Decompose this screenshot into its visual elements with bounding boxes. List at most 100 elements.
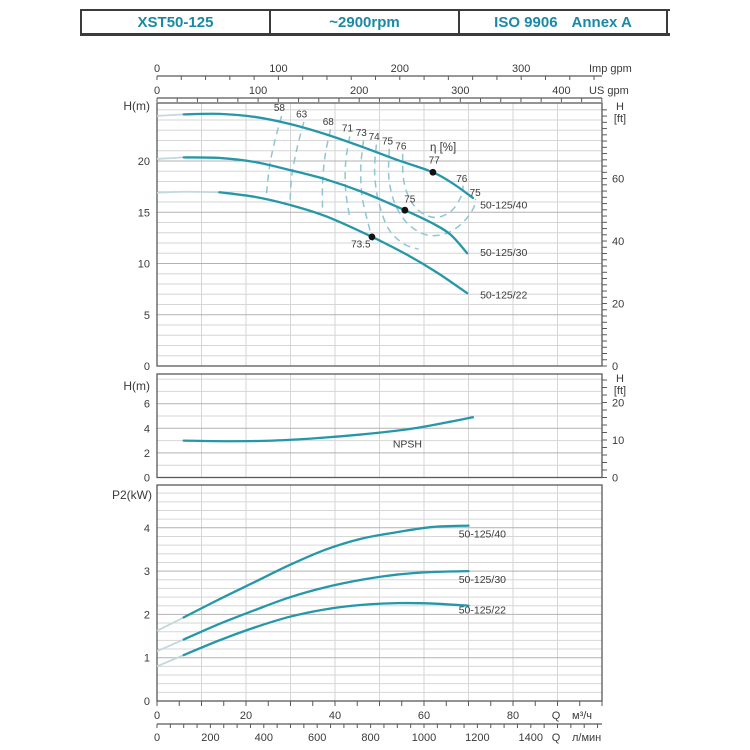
m3h-tick-label: 20	[240, 710, 252, 722]
efficiency-contour-76	[401, 153, 464, 219]
y-axis-title-right: [ft]	[614, 385, 626, 397]
y-tick-label: 4	[144, 523, 150, 535]
y-tick-label: 6	[144, 399, 150, 411]
lmin-tick-label: 400	[255, 732, 273, 744]
y-tick-label: 2	[144, 609, 150, 621]
curve-label: 50-125/40	[480, 200, 527, 212]
curve-label: 50-125/22	[480, 289, 527, 301]
us-tick-label: 0	[154, 85, 160, 97]
y-axis-title-right: H	[616, 101, 624, 113]
y-axis-title-left: H(m)	[123, 99, 150, 113]
y-axis-title-left: H(m)	[123, 379, 150, 393]
efficiency-label: 76	[395, 142, 407, 153]
y-tick-label: 0	[144, 361, 150, 373]
iso-standard: ISO 9906	[494, 13, 558, 31]
y-tick-label-ft: 0	[612, 361, 618, 373]
efficiency-label: 68	[323, 117, 335, 128]
curve-50-125/22	[182, 601, 470, 657]
curve-50-125/40	[182, 112, 475, 200]
pump-model: XST50-125	[80, 11, 269, 33]
m3h-tick-label: 0	[154, 710, 160, 722]
us-tick-label: 300	[451, 85, 469, 97]
efficiency-label: 76	[456, 174, 468, 185]
y-tick-label: 15	[138, 207, 150, 219]
curve-50-125/30	[182, 156, 469, 255]
efficiency-label: 63	[296, 109, 308, 120]
curve-pale-50-125/40	[156, 616, 185, 632]
us-tick-label: 200	[350, 85, 368, 97]
header-table: XST50-125 ~2900rpm ISO 9906 Annex A	[80, 9, 670, 36]
us-axis-label: US gpm	[589, 85, 629, 97]
curve-50-125/22	[218, 191, 469, 295]
y-tick-label-ft: 20	[612, 398, 624, 410]
curve-label: 50-125/40	[459, 528, 506, 540]
efficiency-contour-74	[373, 144, 419, 250]
m3h-axis-label: м³/ч	[572, 710, 592, 722]
q-label: Q	[552, 732, 561, 744]
y-tick-label-ft: 0	[612, 473, 618, 485]
efficiency-label: 77	[429, 156, 441, 167]
curve-label: 50-125/22	[459, 605, 506, 617]
efficiency-label: 73.5	[351, 240, 371, 251]
imp-tick-label: 100	[269, 63, 287, 75]
curve-pale-50-125/30	[156, 156, 184, 160]
efficiency-label: 75	[382, 137, 394, 148]
y-tick-label-ft: 20	[612, 299, 624, 311]
imp-tick-label: 200	[391, 63, 409, 75]
y-tick-label: 0	[144, 473, 150, 485]
efficiency-title: η [%]	[430, 142, 456, 154]
top-axes: 0 100 200 300 Imp gpm 0 100 200 300 400 US gpm	[154, 63, 632, 102]
m3h-tick-label: 40	[329, 710, 341, 722]
y-tick-label-ft: 60	[612, 174, 624, 186]
efficiency-label: 75	[470, 188, 482, 199]
y-axis-title-right: H	[616, 373, 624, 385]
lmin-tick-label: 1200	[465, 732, 489, 744]
lmin-tick-label: 800	[361, 732, 379, 744]
imp-tick-label: 300	[512, 63, 530, 75]
y-tick-label: 0	[144, 696, 150, 708]
m3h-tick-label: 60	[418, 710, 430, 722]
imp-axis-label: Imp gpm	[589, 63, 632, 75]
lmin-tick-label: 1000	[412, 732, 436, 744]
curve-pale-50-125/22	[156, 654, 185, 668]
y-tick-label: 20	[138, 156, 150, 168]
us-tick-label: 400	[552, 85, 570, 97]
efficiency-label: 58	[274, 103, 286, 114]
y-tick-label-ft: 10	[612, 435, 624, 447]
duty-point	[429, 168, 437, 176]
m3h-tick-label: 80	[507, 710, 519, 722]
efficiency-contour-58	[265, 115, 283, 194]
lmin-axis-label: л/мин	[572, 732, 601, 744]
lmin-tick-label: 600	[308, 732, 326, 744]
lmin-tick-label: 200	[201, 732, 219, 744]
annex: Annex A	[571, 13, 632, 31]
curve-label: 50-125/30	[459, 574, 506, 586]
efficiency-contour-63	[289, 121, 305, 203]
curve-50-125/30	[182, 569, 470, 641]
efficiency-contour-68	[321, 129, 332, 213]
curve-pale-50-125/30	[156, 638, 185, 653]
y-tick-label: 3	[144, 566, 150, 578]
lmin-tick-label: 1400	[519, 732, 543, 744]
efficiency-label: 74	[369, 132, 381, 143]
efficiency-label: 75	[404, 195, 416, 206]
plot-border	[156, 373, 603, 479]
q-label: Q	[552, 710, 561, 722]
curve-NPSH	[182, 416, 475, 443]
efficiency-label: 71	[342, 123, 354, 134]
efficiency-label: 73	[356, 128, 368, 139]
y-axis-title-right: [ft]	[614, 113, 626, 125]
duty-point	[368, 233, 376, 241]
curve-pale-50-125/22	[156, 190, 220, 194]
imp-tick-label: 0	[154, 63, 160, 75]
y-tick-label: 5	[144, 310, 150, 322]
duty-point	[401, 206, 409, 214]
y-axis-title-left: P2(kW)	[112, 488, 152, 502]
curve-label: NPSH	[393, 439, 422, 451]
y-tick-label-ft: 40	[612, 236, 624, 248]
